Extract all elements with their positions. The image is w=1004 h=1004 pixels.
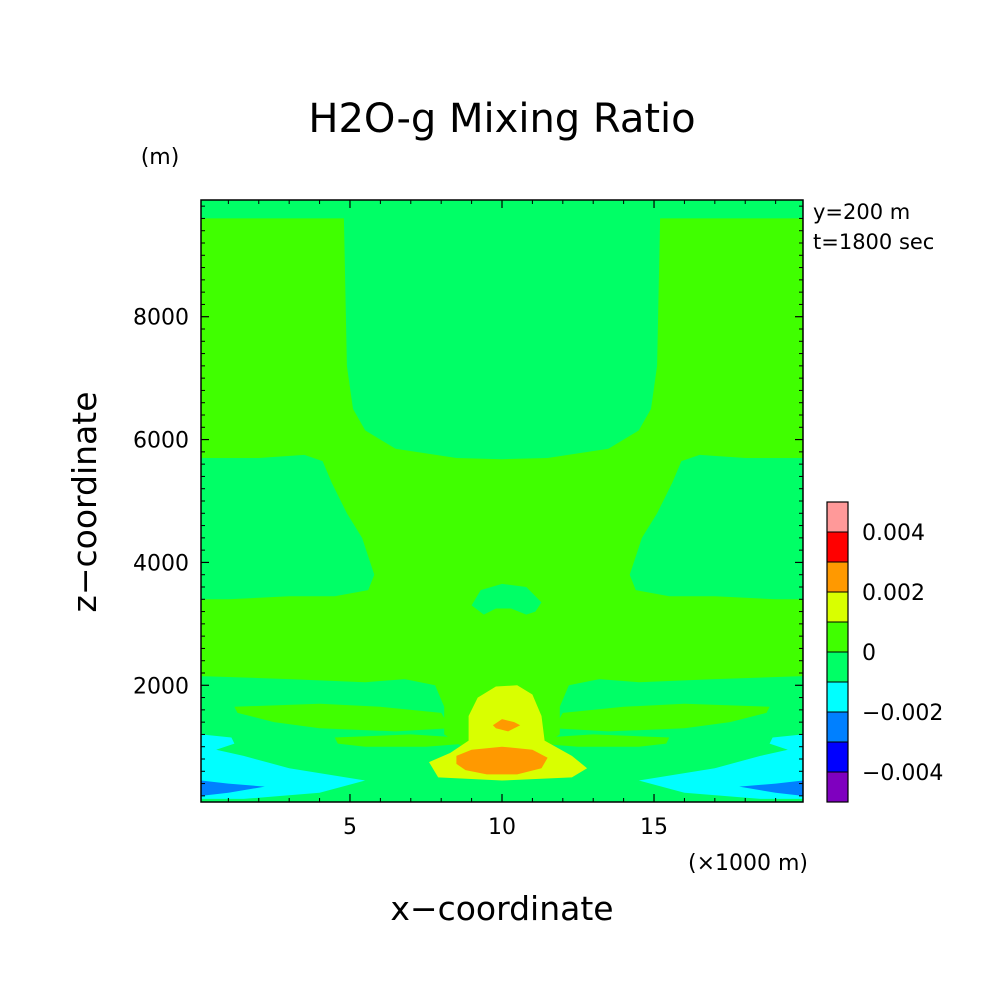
contour-region-left-cyan [201,734,366,799]
contour-region-lower-tongue-right-2 [538,734,670,747]
contour-region-central-orange-dot [492,719,521,732]
contour-region-upper-central-plume [343,200,661,460]
y-axis-label: z−coordinate [65,392,104,613]
contour-region-left-mid-lobe [201,454,375,600]
contour-region-left-blue [201,780,265,796]
contour-region-right-cyan [638,734,803,799]
colorbar-label: −0.004 [862,761,943,786]
colorbar-swatch [827,622,848,652]
annotation-t: t=1800 sec [813,230,934,254]
colorbar-swatch [827,532,848,562]
colorbar-label: −0.002 [862,701,943,726]
colorbar-swatch [827,502,848,532]
chart-title: H2O-g Mixing Ratio [308,96,695,142]
contour-region-right-mid-lobe [629,454,803,600]
colorbar-swatch [827,682,848,712]
y-tick-label: 8000 [133,306,189,331]
annotation-y: y=200 m [813,200,910,224]
colorbar-swatch [827,742,848,772]
y-tick-label: 6000 [133,429,189,454]
colorbar-label: 0 [862,641,876,666]
colorbar-swatch [827,652,848,682]
colorbar-swatch [827,562,848,592]
y-tick-label: 2000 [133,674,189,699]
colorbar-swatch [827,712,848,742]
x-tick-label: 5 [343,815,357,840]
contour-region-lower-tongue-left-2 [334,734,466,747]
contour-region-right-blue [739,780,803,796]
plot-area [201,200,803,802]
y-tick-label: 4000 [133,551,189,576]
colorbar-swatch [827,592,848,622]
colorbar-label: 0.002 [862,581,925,606]
x-tick-label: 10 [488,815,516,840]
contour-region-central-orange [456,746,548,775]
x-tick-label: 15 [640,815,668,840]
y-unit-label: (m) [141,145,180,170]
x-axis-label: x−coordinate [390,889,613,928]
contour-region-lower-tongue-right [553,703,770,732]
contour-region-small-central-blob [471,583,542,615]
colorbar-swatch [827,772,848,802]
colorbar-frame [826,501,849,803]
colorbar-label: 0.004 [862,521,925,546]
x-unit-label: (×1000 m) [688,851,808,876]
colorbar: −0.004 −0.002 0 0.002 0.004 [826,501,943,803]
contour-region-lower-tongue-left [234,703,451,732]
axis-ticks: 5 10 15 2000 4000 6000 8000 [133,200,803,840]
